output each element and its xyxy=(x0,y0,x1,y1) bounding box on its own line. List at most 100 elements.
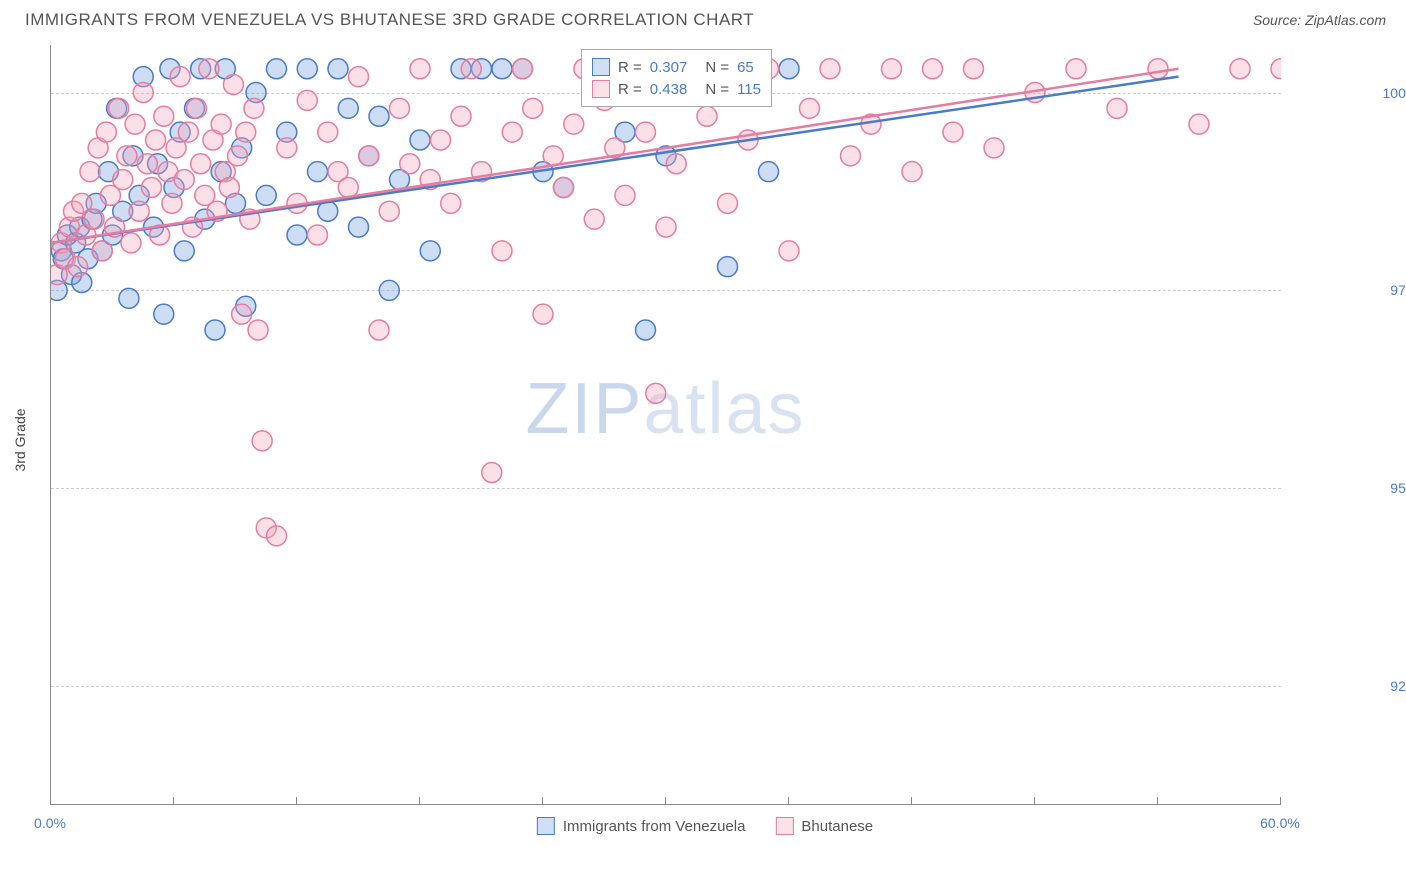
scatter-point xyxy=(119,288,139,308)
scatter-point xyxy=(133,83,153,103)
scatter-point xyxy=(759,162,779,182)
scatter-point xyxy=(656,217,676,237)
scatter-point xyxy=(523,98,543,118)
scatter-point xyxy=(451,106,471,126)
stats-row: R =0.307N =65 xyxy=(592,56,761,78)
legend-swatch-venezuela xyxy=(537,817,555,835)
scatter-point xyxy=(154,304,174,324)
stats-n-label: N = xyxy=(705,81,729,98)
scatter-point xyxy=(228,146,248,166)
scatter-point xyxy=(174,170,194,190)
scatter-point xyxy=(410,59,430,79)
scatter-point xyxy=(779,241,799,261)
scatter-point xyxy=(223,75,243,95)
chart-title: IMMIGRANTS FROM VENEZUELA VS BHUTANESE 3… xyxy=(25,10,754,30)
scatter-point xyxy=(219,178,239,198)
scatter-point xyxy=(277,138,297,158)
source-attribution: Source: ZipAtlas.com xyxy=(1253,12,1386,28)
y-tick-label: 97.5% xyxy=(1390,282,1406,298)
scatter-point xyxy=(482,463,502,483)
scatter-point xyxy=(359,146,379,166)
scatter-point xyxy=(178,122,198,142)
source-prefix: Source: xyxy=(1253,12,1305,28)
plot-area: ZIPatlas R =0.307N =65R =0.438N =115 xyxy=(50,45,1280,805)
legend-label-venezuela: Immigrants from Venezuela xyxy=(563,818,746,835)
stats-swatch xyxy=(592,80,610,98)
stats-n-value: 65 xyxy=(737,59,754,76)
scatter-point xyxy=(205,320,225,340)
scatter-point xyxy=(718,257,738,277)
stats-n-label: N = xyxy=(705,59,729,76)
scatter-point xyxy=(984,138,1004,158)
scatter-point xyxy=(125,114,145,134)
scatter-point xyxy=(92,241,112,261)
scatter-point xyxy=(820,59,840,79)
scatter-point xyxy=(252,431,272,451)
scatter-point xyxy=(248,320,268,340)
scatter-point xyxy=(109,98,129,118)
scatter-point xyxy=(718,193,738,213)
stats-r-value: 0.438 xyxy=(650,81,688,98)
scatter-point xyxy=(431,130,451,150)
scatter-point xyxy=(615,185,635,205)
scatter-point xyxy=(211,114,231,134)
scatter-point xyxy=(379,201,399,221)
scatter-point xyxy=(174,241,194,261)
stats-r-label: R = xyxy=(618,81,642,98)
legend-item-bhutanese: Bhutanese xyxy=(775,817,873,835)
scatter-point xyxy=(636,320,656,340)
scatter-point xyxy=(1230,59,1250,79)
scatter-point xyxy=(800,98,820,118)
scatter-point xyxy=(369,320,389,340)
scatter-point xyxy=(502,122,522,142)
scatter-point xyxy=(96,122,116,142)
scatter-point xyxy=(256,185,276,205)
scatter-point xyxy=(244,98,264,118)
scatter-point xyxy=(369,106,389,126)
chart-container: 3rd Grade ZIPatlas R =0.307N =65R =0.438… xyxy=(50,45,1360,835)
scatter-point xyxy=(349,67,369,87)
scatter-point xyxy=(154,106,174,126)
scatter-point xyxy=(420,241,440,261)
scatter-point xyxy=(646,383,666,403)
scatter-point xyxy=(80,162,100,182)
scatter-point xyxy=(236,122,256,142)
scatter-point xyxy=(199,59,219,79)
stats-n-value: 115 xyxy=(737,81,761,98)
scatter-point xyxy=(636,122,656,142)
scatter-point xyxy=(297,90,317,110)
scatter-point xyxy=(267,526,287,546)
scatter-point xyxy=(338,178,358,198)
legend-item-venezuela: Immigrants from Venezuela xyxy=(537,817,746,835)
scatter-point xyxy=(170,67,190,87)
scatter-point xyxy=(882,59,902,79)
scatter-point xyxy=(902,162,922,182)
scatter-point xyxy=(318,122,338,142)
scatter-point xyxy=(513,59,533,79)
scatter-point xyxy=(349,217,369,237)
stats-swatch xyxy=(592,58,610,76)
x-tick-label: 60.0% xyxy=(1260,815,1300,831)
scatter-point xyxy=(68,257,88,277)
y-axis-label: 3rd Grade xyxy=(12,408,28,471)
scatter-point xyxy=(267,59,287,79)
scatter-point xyxy=(461,59,481,79)
legend-bottom: Immigrants from Venezuela Bhutanese xyxy=(537,817,873,835)
stats-r-label: R = xyxy=(618,59,642,76)
y-tick-label: 95.0% xyxy=(1390,480,1406,496)
scatter-point xyxy=(390,98,410,118)
source-name: ZipAtlas.com xyxy=(1305,12,1386,28)
scatter-point xyxy=(117,146,137,166)
scatter-point xyxy=(379,280,399,300)
scatter-point xyxy=(441,193,461,213)
scatter-point xyxy=(113,170,133,190)
scatter-point xyxy=(1189,114,1209,134)
scatter-point xyxy=(923,59,943,79)
scatter-plot-svg xyxy=(51,45,1281,805)
stats-row: R = 0.438 N = 115 xyxy=(592,78,761,100)
scatter-point xyxy=(400,154,420,174)
scatter-point xyxy=(1271,59,1281,79)
scatter-point xyxy=(308,162,328,182)
scatter-point xyxy=(297,59,317,79)
scatter-point xyxy=(841,146,861,166)
